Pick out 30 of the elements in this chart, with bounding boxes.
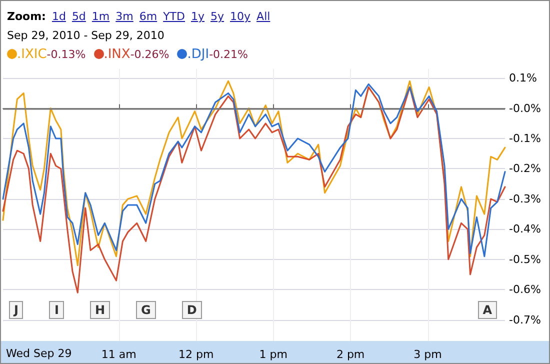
annotation: A (478, 301, 497, 319)
text: -0.26% (130, 48, 170, 61)
chart-subtitle: Sep 29, 2010 - Sep 29, 2010 (7, 28, 166, 44)
x-tick-label: 12 pm (178, 348, 214, 361)
annotation: D (182, 301, 202, 319)
y-tick-label: -0.7% (509, 313, 541, 326)
y-tick-label: 0.1% (509, 72, 537, 85)
y-tick-label: -0.2% (509, 162, 541, 176)
legend-label: .IXIC (17, 47, 47, 62)
annotation: I (49, 301, 64, 319)
y-tick-label: -0.1% (509, 132, 541, 146)
annotation: H (90, 301, 110, 319)
x-axis-title: Wed Sep 29 (6, 347, 72, 360)
line-series (2, 86, 506, 294)
annotation: J (9, 301, 24, 319)
text: -0.21% (209, 48, 248, 61)
x-tick-label: 2 pm (336, 348, 365, 361)
annotation: G (136, 301, 156, 319)
legend-label: .INX (104, 47, 130, 62)
y-tick-label: -0.0% (509, 102, 541, 115)
y-tick-label: -0.5% (509, 252, 541, 266)
chart-title: Zoom: 1d 5d 1m 3m 6m YTD 1y 5y 10y All (7, 10, 270, 23)
x-tick-label: 11 am (101, 348, 136, 361)
y-tick-label: -0.3% (509, 192, 541, 206)
text: -0.13% (46, 48, 86, 61)
legend-label: .DJI (187, 47, 210, 62)
x-tick-label: 3 pm (414, 348, 442, 361)
x-tick-label: 1 pm (259, 348, 288, 361)
y-tick-label: -0.6% (509, 283, 541, 296)
y-tick-label: -0.4% (509, 222, 541, 236)
